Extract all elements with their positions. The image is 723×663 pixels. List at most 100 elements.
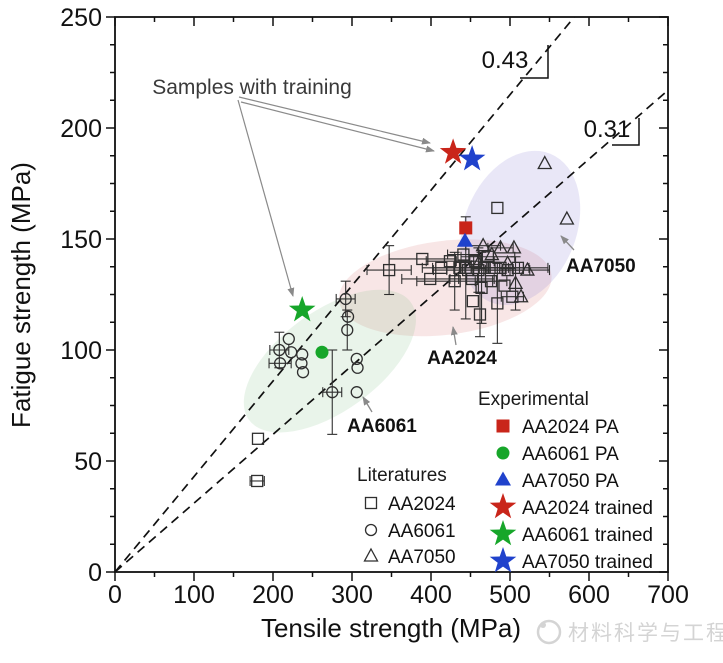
aa6061-label-arrow <box>362 396 373 413</box>
aa2024-label-arrow <box>450 326 458 346</box>
svg-text:AA7050: AA7050 <box>388 547 456 568</box>
svg-text:AA2024: AA2024 <box>388 494 456 515</box>
legend-item-lit-aa7050: AA7050 <box>363 547 456 568</box>
square-marker <box>443 255 457 268</box>
watermark-text: 材料科学与工程 <box>568 622 723 645</box>
y-tick-label: 250 <box>60 4 102 32</box>
square-marker <box>491 297 504 310</box>
svg-text:AA6061 trained: AA6061 trained <box>522 525 653 546</box>
series-aa6061-pa <box>315 345 329 359</box>
star-marker <box>489 520 517 546</box>
slope-label-0.43: 0.43 <box>482 47 529 74</box>
circle-marker <box>296 348 309 361</box>
x-tick-label: 300 <box>331 581 373 609</box>
watermark-logo-dot-icon <box>540 622 546 628</box>
square-marker <box>459 221 473 235</box>
square-marker <box>472 263 485 277</box>
circle-marker <box>273 343 286 357</box>
arrow-to-blue-star <box>240 101 435 153</box>
slope-reference-lines <box>114 16 669 573</box>
square-marker <box>448 275 461 288</box>
x-tick-label: 700 <box>647 581 689 609</box>
legend-item-lit-aa2024: AA2024 <box>364 494 456 515</box>
star-marker <box>458 145 486 171</box>
star-marker <box>439 138 467 164</box>
x-tick-label: 400 <box>410 581 452 609</box>
aa7050-region-label: AA7050 <box>566 256 636 277</box>
legend-item-exp-aa2024-pa: AA2024 PA <box>496 417 619 438</box>
watermark-logo-icon <box>536 619 562 645</box>
circle-marker <box>339 292 352 306</box>
aa6061-region-label: AA6061 <box>347 416 417 437</box>
square-marker <box>465 272 479 286</box>
slope-brackets <box>520 45 640 146</box>
axes-frame-and-ticks: 0 100 200 300 400 500 600 700 0 50 100 150 200 250 <box>60 4 689 609</box>
square-marker <box>251 432 265 445</box>
square-marker <box>475 281 488 294</box>
region-ellipse-aa6061 <box>243 289 416 433</box>
legend-item-exp-aa7050-trained: AA7050 trained <box>489 547 653 573</box>
square-marker <box>496 419 510 433</box>
y-tick-label: 50 <box>74 448 102 476</box>
aa2024-region-label: AA2024 <box>427 348 497 369</box>
triangle-marker <box>492 239 509 254</box>
circle-marker <box>350 386 363 399</box>
legend-item-exp-aa2024-trained: AA2024 trained <box>489 493 653 519</box>
square-marker <box>484 275 498 288</box>
circle-marker <box>295 357 308 370</box>
aa7050-label-arrow <box>560 235 575 251</box>
alloy-labels: AA7050 AA2024 AA6061 <box>347 235 636 437</box>
square-marker <box>424 272 437 286</box>
square-marker <box>473 308 487 321</box>
y-tick-label: 150 <box>60 226 102 254</box>
svg-text:AA2024 trained: AA2024 trained <box>522 498 653 519</box>
square-marker <box>466 295 480 308</box>
circle-marker <box>341 310 355 323</box>
x-tick-label: 500 <box>489 581 531 609</box>
y-axis-title: Fatigue strength (MPa) <box>6 162 36 428</box>
y-tick-label: 200 <box>60 115 102 143</box>
y-tick-label: 0 <box>88 559 102 587</box>
triangle-marker <box>559 210 575 225</box>
circle-marker <box>496 446 510 460</box>
triangle-marker <box>484 246 500 261</box>
circle-marker <box>273 357 287 370</box>
series-aa7050-trained <box>458 145 486 171</box>
slope-bracket-031 <box>612 118 640 146</box>
square-marker <box>457 248 470 261</box>
triangle-marker <box>470 255 486 270</box>
series-aa2024-pa <box>459 221 473 235</box>
triangle-marker <box>513 288 529 303</box>
legend-experimental-title: Experimental <box>478 389 589 410</box>
series-aa7050-pa <box>456 232 473 247</box>
watermark: 材料科学与工程 <box>536 619 723 645</box>
svg-text:AA6061 PA: AA6061 PA <box>522 444 619 465</box>
square-marker <box>382 263 396 277</box>
x-tick-label: 0 <box>108 581 122 609</box>
slope-bracket-043 <box>520 45 549 79</box>
legend-literatures-title: Literatures <box>357 465 447 486</box>
slope-label-0.31: 0.31 <box>584 116 631 143</box>
x-tick-label: 200 <box>252 581 294 609</box>
circle-marker <box>341 323 354 337</box>
circle-marker <box>315 345 329 359</box>
star-marker <box>288 296 316 322</box>
square-marker <box>491 201 504 215</box>
series-aa2024-trained <box>439 138 467 164</box>
star-marker <box>489 547 517 573</box>
refline-slope-0.31 <box>114 89 669 573</box>
square-marker <box>251 474 264 488</box>
svg-text:AA7050 PA: AA7050 PA <box>522 471 619 492</box>
x-tick-label: 600 <box>568 581 610 609</box>
svg-text:AA6061: AA6061 <box>388 521 456 542</box>
triangle-marker <box>507 275 524 290</box>
legend-item-exp-aa6061-trained: AA6061 trained <box>489 520 653 546</box>
legend-item-lit-aa6061: AA6061 <box>364 521 456 542</box>
circle-marker <box>326 386 339 399</box>
data-points-layer <box>249 138 575 488</box>
triangle-marker <box>475 237 491 252</box>
circle-marker <box>351 361 364 374</box>
